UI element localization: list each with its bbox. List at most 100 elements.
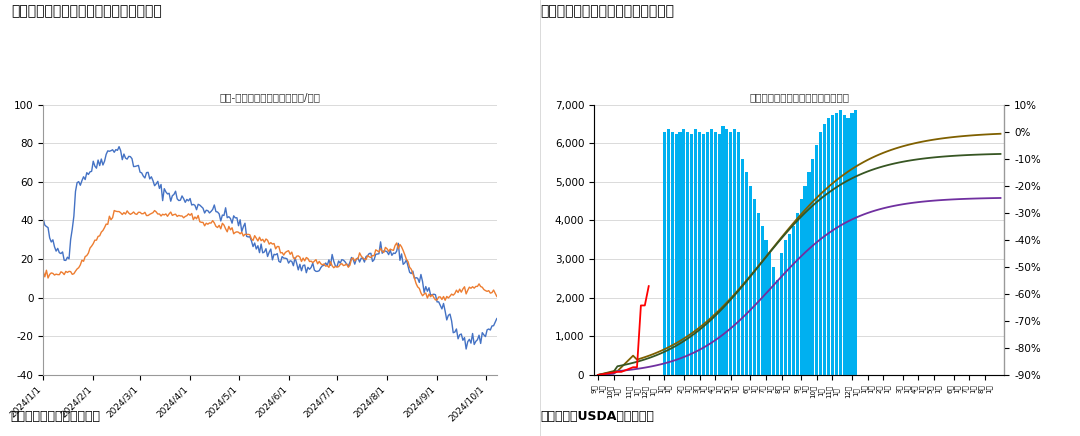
2021/22: [708, 311, 721, 317]
2022/23: [603, 370, 616, 375]
Bar: [772, 267, 775, 375]
Line: 2024/25: 2024/25: [598, 286, 649, 375]
Bar: [839, 110, 841, 375]
2022/23: [708, 313, 721, 318]
Text: 数据来源：USDA，国富期货: 数据来源：USDA，国富期货: [540, 410, 653, 423]
Bar: [683, 129, 686, 375]
Bar: [733, 129, 737, 375]
2023/24: [978, 196, 991, 201]
2022/23: [791, 218, 804, 223]
2024/25: [634, 303, 647, 308]
Bar: [760, 226, 764, 375]
2024/25: [638, 303, 651, 308]
Bar: [835, 113, 838, 375]
2024/25: [619, 368, 632, 373]
2024/25: [611, 369, 624, 375]
Bar: [737, 132, 740, 375]
Bar: [686, 132, 689, 375]
Bar: [729, 132, 732, 375]
2023/24: [693, 347, 706, 352]
Bar: [721, 126, 725, 375]
Bar: [748, 186, 752, 375]
Bar: [694, 129, 698, 375]
Line: 2022/23: 2022/23: [598, 154, 1000, 375]
Bar: [757, 213, 759, 375]
Bar: [784, 240, 787, 375]
Bar: [745, 172, 748, 375]
2023/24: [994, 195, 1007, 201]
2022/23: [994, 151, 1007, 157]
Text: 图：美豆累计出口销售同比持续改善: 图：美豆累计出口销售同比持续改善: [540, 4, 674, 18]
2021/22: [603, 369, 616, 375]
Bar: [777, 280, 780, 375]
Bar: [702, 134, 705, 375]
Bar: [706, 132, 708, 375]
2021/22: [994, 131, 1007, 136]
2024/25: [595, 372, 608, 377]
Bar: [788, 235, 791, 375]
Bar: [698, 132, 701, 375]
2023/24: [592, 372, 605, 378]
2024/25: [631, 364, 644, 370]
Bar: [710, 129, 713, 375]
2021/22: [791, 216, 804, 221]
2022/23: [693, 327, 706, 332]
Bar: [714, 132, 717, 375]
Bar: [831, 116, 834, 375]
2021/22: [978, 132, 991, 137]
Bar: [717, 134, 720, 375]
Bar: [827, 118, 831, 375]
Title: 北美-南美大豆出口价差（美元/吨）: 北美-南美大豆出口价差（美元/吨）: [219, 92, 321, 102]
Line: 2023/24: 2023/24: [598, 198, 1000, 375]
2022/23: [959, 153, 972, 158]
Bar: [804, 186, 807, 375]
2022/23: [592, 372, 605, 378]
Bar: [796, 213, 799, 375]
Bar: [753, 199, 756, 375]
Bar: [815, 145, 819, 375]
Bar: [792, 226, 795, 375]
Bar: [675, 134, 677, 375]
2024/25: [592, 372, 605, 378]
Bar: [854, 110, 858, 375]
2023/24: [791, 258, 804, 263]
2024/25: [615, 369, 627, 375]
Text: 数据来源：路透，国富期货: 数据来源：路透，国富期货: [11, 410, 100, 423]
Bar: [765, 240, 768, 375]
Bar: [666, 129, 670, 375]
Bar: [671, 132, 674, 375]
2024/25: [643, 283, 656, 289]
2023/24: [603, 371, 616, 377]
Bar: [768, 253, 771, 375]
2022/23: [978, 152, 991, 157]
2021/22: [959, 133, 972, 139]
2023/24: [708, 337, 721, 343]
2023/24: [959, 196, 972, 201]
Bar: [690, 134, 693, 375]
Bar: [799, 199, 802, 375]
Bar: [850, 113, 853, 375]
2024/25: [607, 370, 620, 375]
Line: 2021/22: 2021/22: [598, 134, 1000, 375]
Line: 美湾-阿根廷: 美湾-阿根廷: [43, 211, 497, 300]
2024/25: [626, 364, 639, 370]
Bar: [678, 132, 681, 375]
Title: 美豆全球累计出口销售情况（万吨）: 美豆全球累计出口销售情况（万吨）: [750, 92, 849, 102]
2024/25: [599, 371, 612, 376]
Bar: [808, 172, 810, 375]
2024/25: [623, 366, 636, 371]
Bar: [842, 116, 846, 375]
Bar: [811, 159, 814, 375]
Bar: [780, 253, 783, 375]
Line: 美湾-巴西: 美湾-巴西: [43, 146, 497, 349]
Bar: [819, 132, 822, 375]
Bar: [663, 132, 666, 375]
2021/22: [592, 372, 605, 378]
2024/25: [603, 371, 616, 376]
Text: 图：美豆较南美大豆性价比维持较好水平: 图：美豆较南美大豆性价比维持较好水平: [11, 4, 162, 18]
Bar: [726, 129, 728, 375]
2021/22: [693, 325, 706, 330]
Bar: [847, 118, 850, 375]
Bar: [823, 123, 826, 375]
Bar: [741, 159, 744, 375]
